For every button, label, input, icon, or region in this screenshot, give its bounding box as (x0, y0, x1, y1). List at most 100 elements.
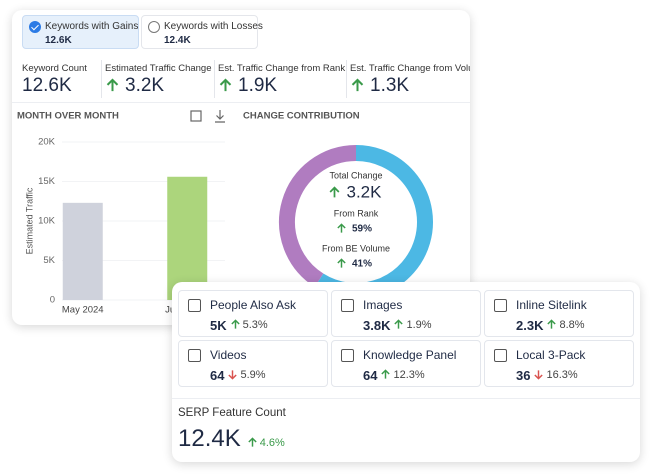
tab-label: Keywords with Losses (164, 21, 263, 32)
arrow-path (534, 370, 544, 380)
tab[interactable]: Keywords with Gains 12.6K (22, 15, 139, 49)
arrow-path (219, 78, 232, 92)
serp-icon (494, 299, 507, 312)
metric-label: Est. Traffic Change from Rank (218, 63, 346, 74)
arrow-path (329, 186, 340, 198)
center-value: 3.2K (347, 182, 383, 201)
y-tick-label: 5K (43, 255, 55, 266)
radio (29, 21, 41, 33)
chart-title: MONTH OVER MONTH (17, 111, 119, 122)
icon-add-chart (190, 110, 202, 122)
metric-value: 1.3K (370, 75, 410, 96)
arrow-path (106, 78, 119, 92)
serp-value: 36 (516, 368, 531, 383)
y-tick-label: 10K (38, 216, 56, 227)
serp-label: Images (363, 298, 403, 312)
total-value: 12.4K (178, 425, 241, 452)
serp-tile: Videos 64 5.9% (178, 340, 328, 387)
serp-change: 5.9% (240, 369, 266, 381)
metric: Keyword Count 12.6K (22, 58, 102, 100)
serp-icon (341, 349, 354, 362)
serp-change: 5.3% (242, 319, 268, 331)
y-tick-label: 0 (50, 295, 55, 306)
arrow-up (351, 78, 364, 92)
serp-value: 3.8K (363, 318, 391, 333)
metric-value: 3.2K (125, 75, 165, 96)
tab-value: 12.6K (45, 35, 72, 46)
arrow-path (230, 319, 240, 329)
chart-title: CHANGE CONTRIBUTION (243, 111, 360, 122)
donut-segment (279, 145, 357, 288)
bar (62, 202, 103, 300)
center-label: Total Change (329, 170, 382, 180)
arrow-path (381, 369, 391, 379)
divider (346, 60, 347, 98)
arrow-path (394, 319, 404, 329)
serp-icon (188, 299, 201, 312)
metric-value: 1.9K (238, 75, 278, 96)
serp-label: Local 3-Pack (516, 348, 586, 362)
metric-label: Estimated Traffic Change (105, 63, 212, 74)
serp-label: Videos (210, 348, 247, 362)
serp-tile: Local 3-Pack 36 16.3% (484, 340, 634, 387)
arrow-path (337, 258, 346, 268)
arrow-up (248, 437, 257, 447)
serp-change: 8.8% (559, 319, 585, 331)
divider (214, 60, 215, 98)
serp-value: 64 (363, 368, 378, 383)
radio (148, 21, 160, 33)
x-tick-label: May 2024 (62, 305, 104, 316)
serp-tile: Inline Sitelink 2.3K 8.8% (484, 290, 634, 337)
serp-icon (341, 299, 354, 312)
segment-value: 59% (352, 224, 372, 235)
check (31, 22, 39, 31)
y-tick-label: 15K (38, 176, 56, 187)
serp-value: 5K (210, 318, 227, 333)
arrow-up (394, 319, 404, 329)
y-axis-label: Estimated Traffic (24, 187, 34, 254)
arrow-down (534, 370, 544, 380)
tab[interactable]: Keywords with Losses 12.4K (141, 15, 263, 49)
divider (101, 60, 102, 98)
serp-tile: Images 3.8K 1.9% (331, 290, 481, 337)
segment-label: From BE Volume (322, 243, 390, 253)
metric-label: Est. Traffic Change from Volume (350, 63, 470, 74)
serp-label: People Also Ask (210, 298, 297, 312)
segment-label: From Rank (334, 208, 379, 218)
total-label: SERP Feature Count (178, 407, 286, 419)
arrow-up (381, 369, 391, 379)
metric-label: Keyword Count (22, 63, 87, 74)
serp-change: 12.3% (393, 369, 425, 381)
segment-value: 41% (352, 259, 372, 270)
arrow-path (228, 370, 238, 380)
serp-tile: Knowledge Panel 64 12.3% (331, 340, 481, 387)
arrow-path (547, 319, 557, 329)
total-change: 4.6% (259, 437, 285, 449)
serp-value: 64 (210, 368, 225, 383)
divider (12, 102, 470, 103)
arrow-up (219, 78, 232, 92)
arrow-up (337, 258, 346, 268)
arrow-up (329, 186, 340, 198)
serp-tile: People Also Ask 5K 5.3% (178, 290, 328, 337)
arrow-up (106, 78, 119, 92)
serp-label: Inline Sitelink (516, 298, 587, 312)
bar (167, 176, 208, 300)
arrow-down (228, 370, 238, 380)
metric: Est. Traffic Change from Volume1.3K (350, 58, 470, 100)
arrow-path (337, 223, 346, 233)
serp-label: Knowledge Panel (363, 348, 457, 362)
icon-download (215, 110, 225, 123)
serp-icon (494, 349, 507, 362)
serp-icon (188, 349, 201, 362)
arrow-path (351, 78, 364, 92)
arrow-up (337, 223, 346, 233)
serp-change: 1.9% (406, 319, 432, 331)
front-card: People Also Ask 5K 5.3% Images 3.8K 1.9% Inlin… (172, 282, 640, 462)
metric: Est. Traffic Change from Rank 1.9K (218, 58, 346, 100)
metric: Estimated Traffic Change 3.2K (105, 58, 215, 100)
tab-label: Keywords with Gains (45, 21, 139, 32)
arrow-up (230, 319, 240, 329)
